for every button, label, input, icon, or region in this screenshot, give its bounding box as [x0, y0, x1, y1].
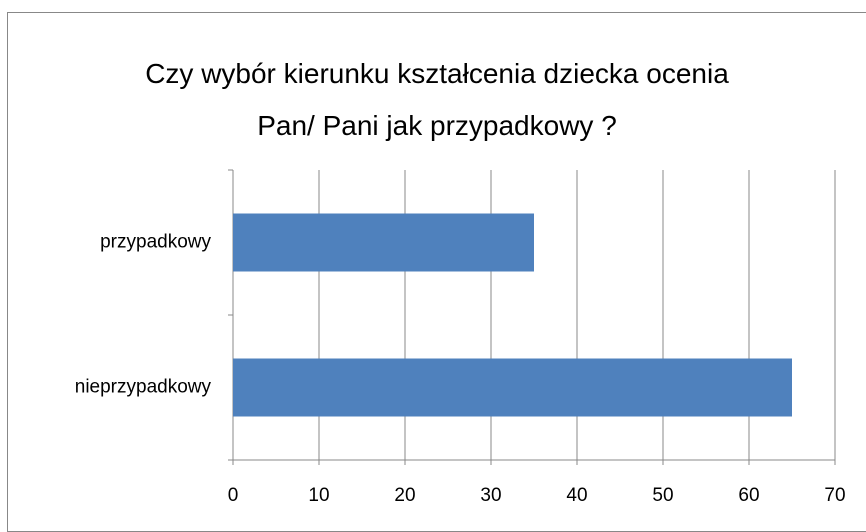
bar	[233, 213, 534, 272]
x-tick-label: 40	[566, 485, 587, 506]
y-tick-label: przypadkowy	[100, 232, 211, 253]
x-tick-label: 20	[394, 485, 415, 506]
x-tick-label: 10	[308, 485, 329, 506]
x-tick-label: 50	[652, 485, 673, 506]
bar	[233, 358, 792, 417]
x-tick-label: 30	[480, 485, 501, 506]
x-tick-label: 70	[824, 485, 845, 506]
chart-title: Czy wybór kierunku kształcenia dziecka o…	[145, 58, 729, 141]
y-tick-label: nieprzypadkowy	[75, 377, 212, 398]
x-tick-label: 60	[738, 485, 759, 506]
x-tick-label: 0	[228, 485, 239, 506]
